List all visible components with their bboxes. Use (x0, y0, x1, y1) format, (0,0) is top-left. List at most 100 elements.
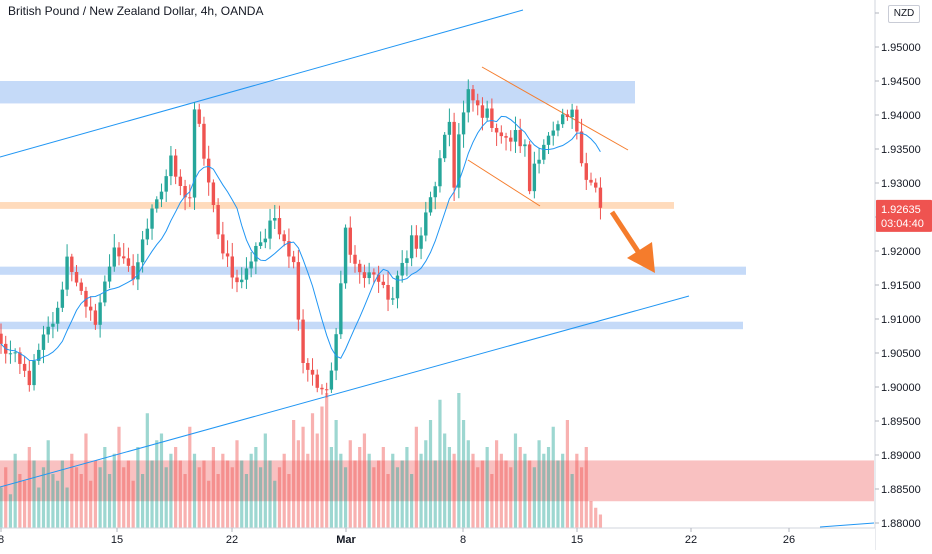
volume-bar (287, 474, 291, 528)
volume-bar (579, 467, 584, 528)
candle (310, 369, 315, 375)
candle (343, 227, 348, 284)
volume-bar (584, 447, 588, 528)
candle (358, 263, 362, 273)
candle (466, 89, 470, 113)
volume-bar (485, 447, 489, 528)
candle (60, 289, 65, 308)
volume-bar (8, 494, 13, 528)
volume-bar (367, 453, 371, 528)
candle (461, 112, 466, 135)
volume-bar (74, 467, 79, 528)
x-tick-label: 8 (0, 534, 4, 546)
volume-bar (433, 460, 437, 528)
volume-bar (542, 453, 546, 528)
y-tick-label: 1.88000 (881, 518, 921, 530)
candle (155, 199, 159, 209)
volume-bar (192, 453, 197, 528)
candle (291, 256, 296, 263)
volume-bar (136, 447, 140, 528)
volume-bar (480, 460, 485, 528)
candle (386, 285, 390, 300)
candle (433, 186, 437, 198)
volume-bar (79, 474, 83, 528)
volume-bar (268, 460, 272, 528)
candle (192, 109, 197, 198)
volume-bars (0, 393, 603, 528)
channel-extension-line (819, 522, 875, 528)
y-tick-label: 1.94500 (881, 76, 921, 88)
volume-bar (315, 433, 319, 528)
price-tag-countdown: 03:04:40 (881, 218, 924, 230)
volume-bar (428, 420, 433, 528)
volume-bar (594, 507, 598, 528)
volume-bar (381, 447, 385, 528)
y-tick-label: 1.91000 (881, 314, 921, 326)
candle (173, 155, 178, 177)
volume-bar (523, 453, 527, 528)
volume-bar (117, 426, 121, 528)
channel-upper-line (0, 9, 524, 158)
moving-average-line (0, 115, 601, 362)
candle (221, 234, 225, 254)
candle (164, 176, 168, 192)
candle (457, 134, 461, 188)
volume-bar (60, 460, 64, 528)
candle (27, 370, 32, 386)
candle (131, 265, 135, 280)
candle (306, 362, 310, 370)
volume-bar (443, 433, 447, 528)
candle (480, 105, 485, 118)
candle (570, 109, 574, 118)
volume-bar (277, 467, 282, 528)
x-tick-label: 15 (571, 534, 583, 546)
volume-bar (348, 440, 352, 528)
candle (41, 334, 46, 350)
flag-upper-line (481, 66, 629, 151)
candle (79, 282, 83, 291)
volume-bar (495, 440, 499, 528)
candle (523, 144, 527, 147)
volume-bar (447, 447, 451, 528)
candle (414, 235, 419, 249)
volume-bar (18, 474, 22, 528)
volume-bar (556, 460, 560, 528)
candle (136, 262, 140, 280)
volume-bar (244, 474, 249, 528)
volume-bar (273, 480, 277, 528)
volume-bar (565, 420, 569, 528)
volume-bar (178, 460, 182, 528)
volume-bar (70, 453, 74, 528)
volume-bar (532, 467, 536, 528)
volume-bar (457, 393, 461, 528)
x-tick-label: Mar (336, 534, 356, 546)
volume-bar (292, 420, 296, 528)
y-tick-label: 1.92000 (881, 246, 921, 258)
candle (107, 266, 112, 282)
candle (499, 132, 504, 137)
candle (575, 109, 579, 132)
volume-bar (372, 467, 376, 528)
volume-bar (301, 426, 305, 528)
y-tick-label: 1.94000 (881, 110, 921, 122)
candle (235, 277, 239, 283)
volume-bar (476, 467, 480, 528)
support-zone-orange (0, 202, 674, 209)
candle (117, 247, 121, 257)
candle (55, 307, 60, 324)
currency-badge[interactable]: NZD (888, 5, 920, 23)
candle (145, 228, 150, 240)
volume-bar (419, 453, 423, 528)
volume-bar (84, 433, 88, 528)
candle (367, 272, 371, 279)
volume-bar (490, 474, 494, 528)
candle (112, 247, 116, 267)
flag-lower-line (467, 159, 541, 207)
volume-bar (240, 460, 244, 528)
volume-bar (207, 480, 211, 528)
candle (277, 218, 282, 235)
volume-bar (461, 420, 466, 528)
price-tag (876, 199, 932, 232)
